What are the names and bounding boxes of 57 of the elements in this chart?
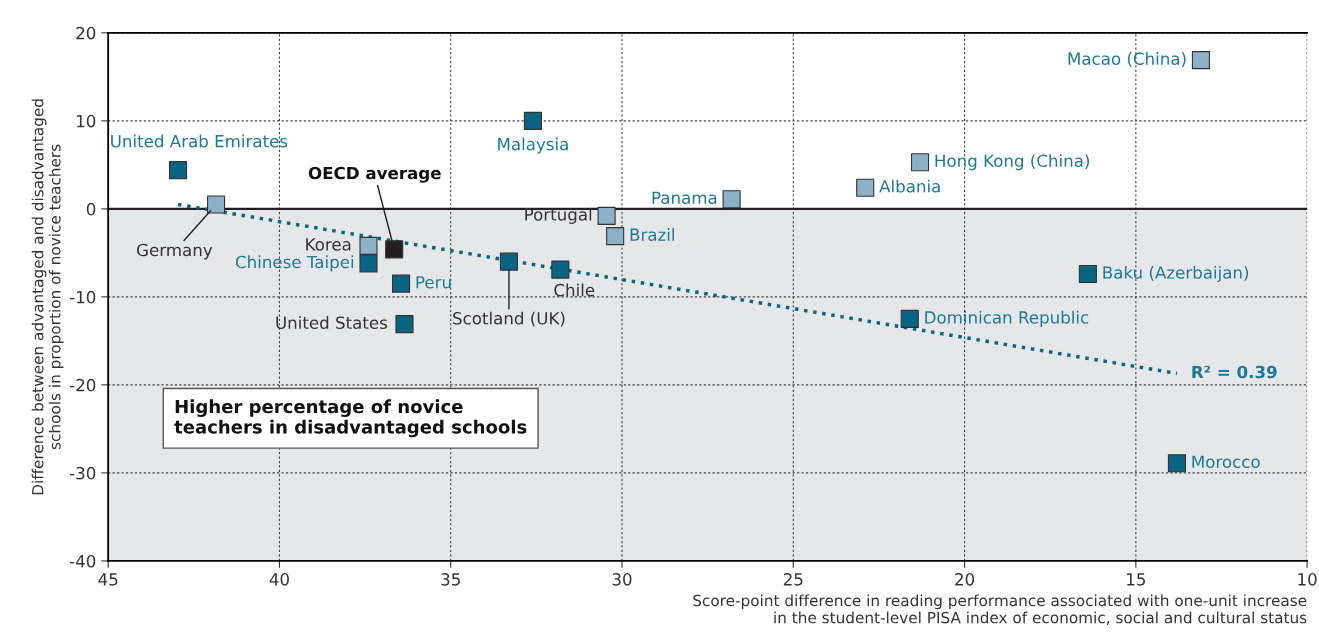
point (1167, 454, 1187, 473)
x-tick-label: 30 (612, 573, 632, 586)
annotation: Brazil (630, 228, 674, 241)
annotation: Scotland (UK) (453, 311, 565, 327)
point (207, 195, 226, 214)
annotation: Hong Kong (China) (935, 154, 1090, 171)
y-tick-label: 20 (76, 26, 96, 40)
x-tick-label: 45 (98, 573, 118, 586)
annotation: OECD average (308, 166, 441, 183)
annotation: Higher percentage of novice teachers in disadvantaged schools (174, 399, 527, 438)
x-tick-label: 20 (955, 573, 975, 586)
annotation: Dominican Republic (925, 310, 1089, 327)
x-tick-label: 15 (1127, 573, 1145, 586)
point (499, 252, 519, 271)
point (910, 153, 930, 172)
annotation: Korea (306, 238, 351, 251)
x-axis-title: Score-point difference in reading performance associated with one-unit increase in the student-level PISA index of economic, social and cultural status (693, 594, 1307, 625)
annotation: United Arab Emirates (111, 134, 288, 148)
annotation: United States (276, 316, 387, 329)
point (523, 111, 542, 130)
point (606, 227, 625, 246)
point (359, 254, 378, 273)
annotation: Germany (137, 243, 213, 260)
x-tick-label: 25 (783, 573, 803, 586)
point (1078, 264, 1097, 284)
y-tick-label: -20 (69, 378, 96, 392)
point (385, 240, 404, 259)
y-axis-title: Difference between advantaged and disadvantaged schools in proportion of novice teachers (31, 99, 64, 495)
annotation: Peru (416, 276, 451, 289)
point (551, 260, 570, 279)
point (722, 190, 741, 209)
point (395, 315, 414, 334)
annotation: Chile (554, 283, 595, 297)
y-tick-label: -10 (69, 290, 96, 304)
annotation: Albania (879, 179, 940, 193)
y-tick-label: -40 (69, 554, 96, 568)
annotation: Portugal (525, 207, 592, 224)
point (856, 178, 875, 197)
point (900, 309, 919, 328)
y-tick-label: 10 (76, 114, 96, 128)
y-tick-label: -30 (69, 466, 96, 480)
annotation: Malaysia (498, 137, 568, 154)
point (391, 274, 411, 293)
annotation: R² = 0.39 (1192, 365, 1277, 379)
x-tick-label: 10 (1298, 573, 1317, 586)
x-tick-label: 35 (441, 573, 460, 586)
annotation: Baku (Azerbaijan) (1103, 265, 1249, 283)
point (1191, 51, 1210, 70)
x-tick-label: 40 (269, 573, 289, 586)
point (597, 206, 616, 225)
annotation: Morocco (1192, 455, 1260, 469)
point (168, 161, 188, 180)
annotation: Macao (China) (1068, 52, 1186, 67)
y-tick-label: 0 (86, 202, 96, 216)
annotation: Panama (652, 191, 717, 205)
annotation: Chinese Taipei (235, 255, 354, 272)
point (359, 236, 378, 255)
